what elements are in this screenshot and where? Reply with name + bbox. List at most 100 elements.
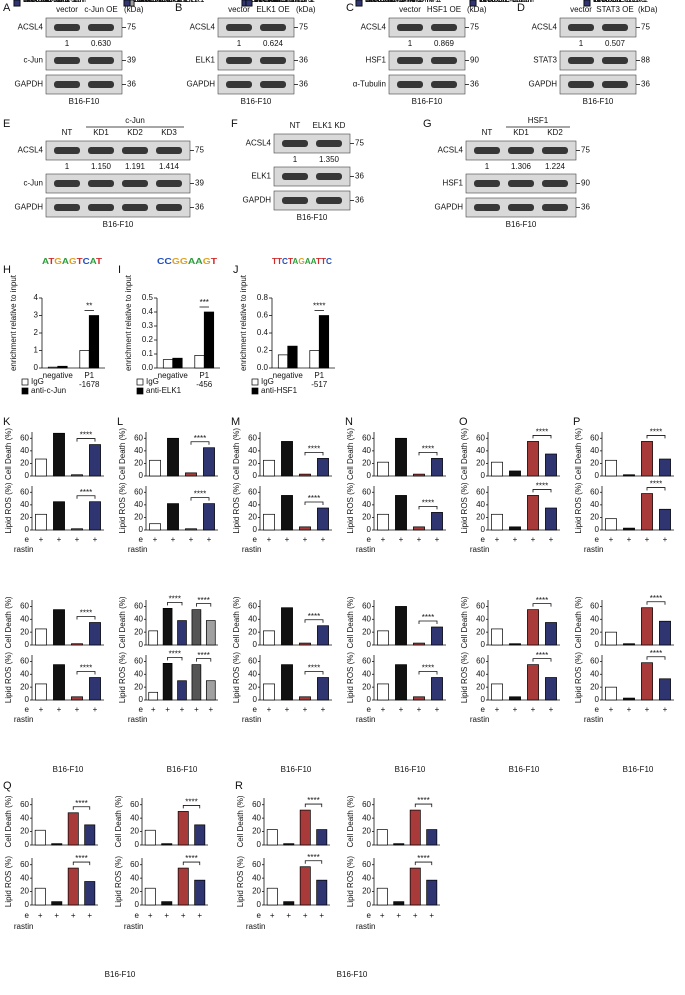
bar xyxy=(283,843,295,846)
sig-label: **** xyxy=(307,853,319,862)
kda-label: 36 xyxy=(355,196,364,205)
legend-label: FAK KD+shHSF1 xyxy=(251,0,314,4)
legend-label: NT xyxy=(137,0,148,4)
bar xyxy=(191,609,202,646)
protein-label: GAPDH xyxy=(435,203,464,212)
cell-line: B16-F10 xyxy=(412,97,443,106)
treatment-sign: + xyxy=(531,535,536,544)
lane-label: KD1 xyxy=(93,128,109,137)
blot-band xyxy=(226,81,252,88)
y-tick-label: 0 xyxy=(367,900,372,909)
legend-label: vector xyxy=(593,0,615,4)
panel-letter: L xyxy=(117,416,123,428)
sig-label: **** xyxy=(169,649,181,658)
bar xyxy=(47,366,59,369)
bar xyxy=(527,495,539,531)
treatment-sign: + xyxy=(153,535,158,544)
y-tick-label: 40 xyxy=(590,614,599,623)
bar xyxy=(426,879,438,906)
band-quant: 1 xyxy=(485,162,490,171)
y-tick-label: 0 xyxy=(367,640,372,649)
kda-label: 36 xyxy=(299,80,308,89)
treatment-sign: + xyxy=(429,911,434,920)
lane-label: KD1 xyxy=(513,128,529,137)
bar xyxy=(148,691,159,701)
kda-label: 75 xyxy=(127,23,136,32)
blot-band xyxy=(474,147,500,154)
bar xyxy=(35,513,47,531)
y-tick-label: 40 xyxy=(20,873,29,882)
blot-band xyxy=(88,180,114,187)
x-tick-label: negative xyxy=(273,371,304,380)
sig-label: **** xyxy=(75,799,87,808)
y-tick-label: 20 xyxy=(20,827,29,836)
sig-bracket xyxy=(167,656,183,661)
legend-label: NT+shHSF1 xyxy=(251,0,296,4)
legend-label: FAK KD+STAT3-IN-1 xyxy=(365,0,440,4)
y-tick-label: 60 xyxy=(130,800,139,809)
treatment-sign: + xyxy=(197,911,202,920)
treatment-sign: + xyxy=(381,705,386,714)
y-axis-label: Lipid ROS (%) xyxy=(346,482,355,533)
y-tick-label: 0 xyxy=(257,900,262,909)
bar xyxy=(144,887,156,906)
bar xyxy=(545,507,557,531)
protein-label: GAPDH xyxy=(529,80,558,89)
y-tick-label: 60 xyxy=(252,800,261,809)
y-tick-label: 60 xyxy=(590,602,599,611)
bar xyxy=(263,459,275,477)
treatment-sign: + xyxy=(319,911,324,920)
legend-label: IgG xyxy=(31,377,44,386)
legend-label: SRC KD xyxy=(365,0,395,4)
bar xyxy=(35,628,47,646)
protein-label: HSF1 xyxy=(443,179,464,188)
y-tick-label: 40 xyxy=(362,614,371,623)
bar xyxy=(89,622,101,646)
y-tick-label: 40 xyxy=(20,500,29,509)
sig-label: **** xyxy=(307,796,319,805)
y-axis-label: Cell Death (%) xyxy=(574,428,583,480)
bar xyxy=(266,829,278,846)
treatment-label: erastin xyxy=(124,911,144,931)
blot-band xyxy=(54,81,80,88)
y-axis-label: Cell Death (%) xyxy=(346,795,355,847)
legend-label: NT+STAT3-IN-1 xyxy=(365,0,422,4)
sig-bracket xyxy=(304,803,323,808)
legend-label: vector xyxy=(593,0,615,4)
y-axis-label: Cell Death (%) xyxy=(346,596,355,648)
treatment-label: erastin xyxy=(242,535,262,554)
treatment-sign: + xyxy=(609,535,614,544)
x-tick-label: P1 xyxy=(199,371,209,380)
treatment-sign: + xyxy=(267,705,272,714)
treatment-label: erastin xyxy=(356,705,376,724)
blot-band xyxy=(122,147,148,154)
cell-line: B16-F10 xyxy=(53,765,84,774)
blot-band xyxy=(431,81,457,88)
y-axis-label: Cell Death (%) xyxy=(232,428,241,480)
treatment-label: erastin xyxy=(584,705,604,724)
cell-line: B16-F10 xyxy=(103,220,134,229)
blot-band xyxy=(260,57,286,64)
treatment-sign: + xyxy=(513,705,518,714)
legend-label: FAK KD+shELK1 xyxy=(137,0,199,4)
y-axis-label: Lipid ROS (%) xyxy=(346,856,355,907)
treatment-sign: + xyxy=(151,705,156,714)
y-tick-label: 0 xyxy=(25,525,30,534)
legend-label: SRC OE xyxy=(479,0,510,4)
cell-line: B16-F10 xyxy=(337,970,368,979)
legend-label: FAK OE+STAT3 xyxy=(255,0,313,4)
treatment-sign: + xyxy=(285,705,290,714)
y-tick-label: 0 xyxy=(253,640,258,649)
legend-label: SRC KD xyxy=(251,0,281,4)
y-tick-label: 40 xyxy=(20,614,29,623)
y-tick-label: 3 xyxy=(34,311,39,320)
panel-letter: I xyxy=(118,264,121,276)
y-axis-label: Lipid ROS (%) xyxy=(4,856,13,907)
sig-label: **** xyxy=(80,609,92,618)
legend-label: vector+ELK1 xyxy=(593,0,640,4)
y-axis-label: Lipid ROS (%) xyxy=(4,482,13,533)
treatment-sign: + xyxy=(303,705,308,714)
protein-label: ELK1 xyxy=(251,172,271,181)
bar xyxy=(409,867,421,906)
